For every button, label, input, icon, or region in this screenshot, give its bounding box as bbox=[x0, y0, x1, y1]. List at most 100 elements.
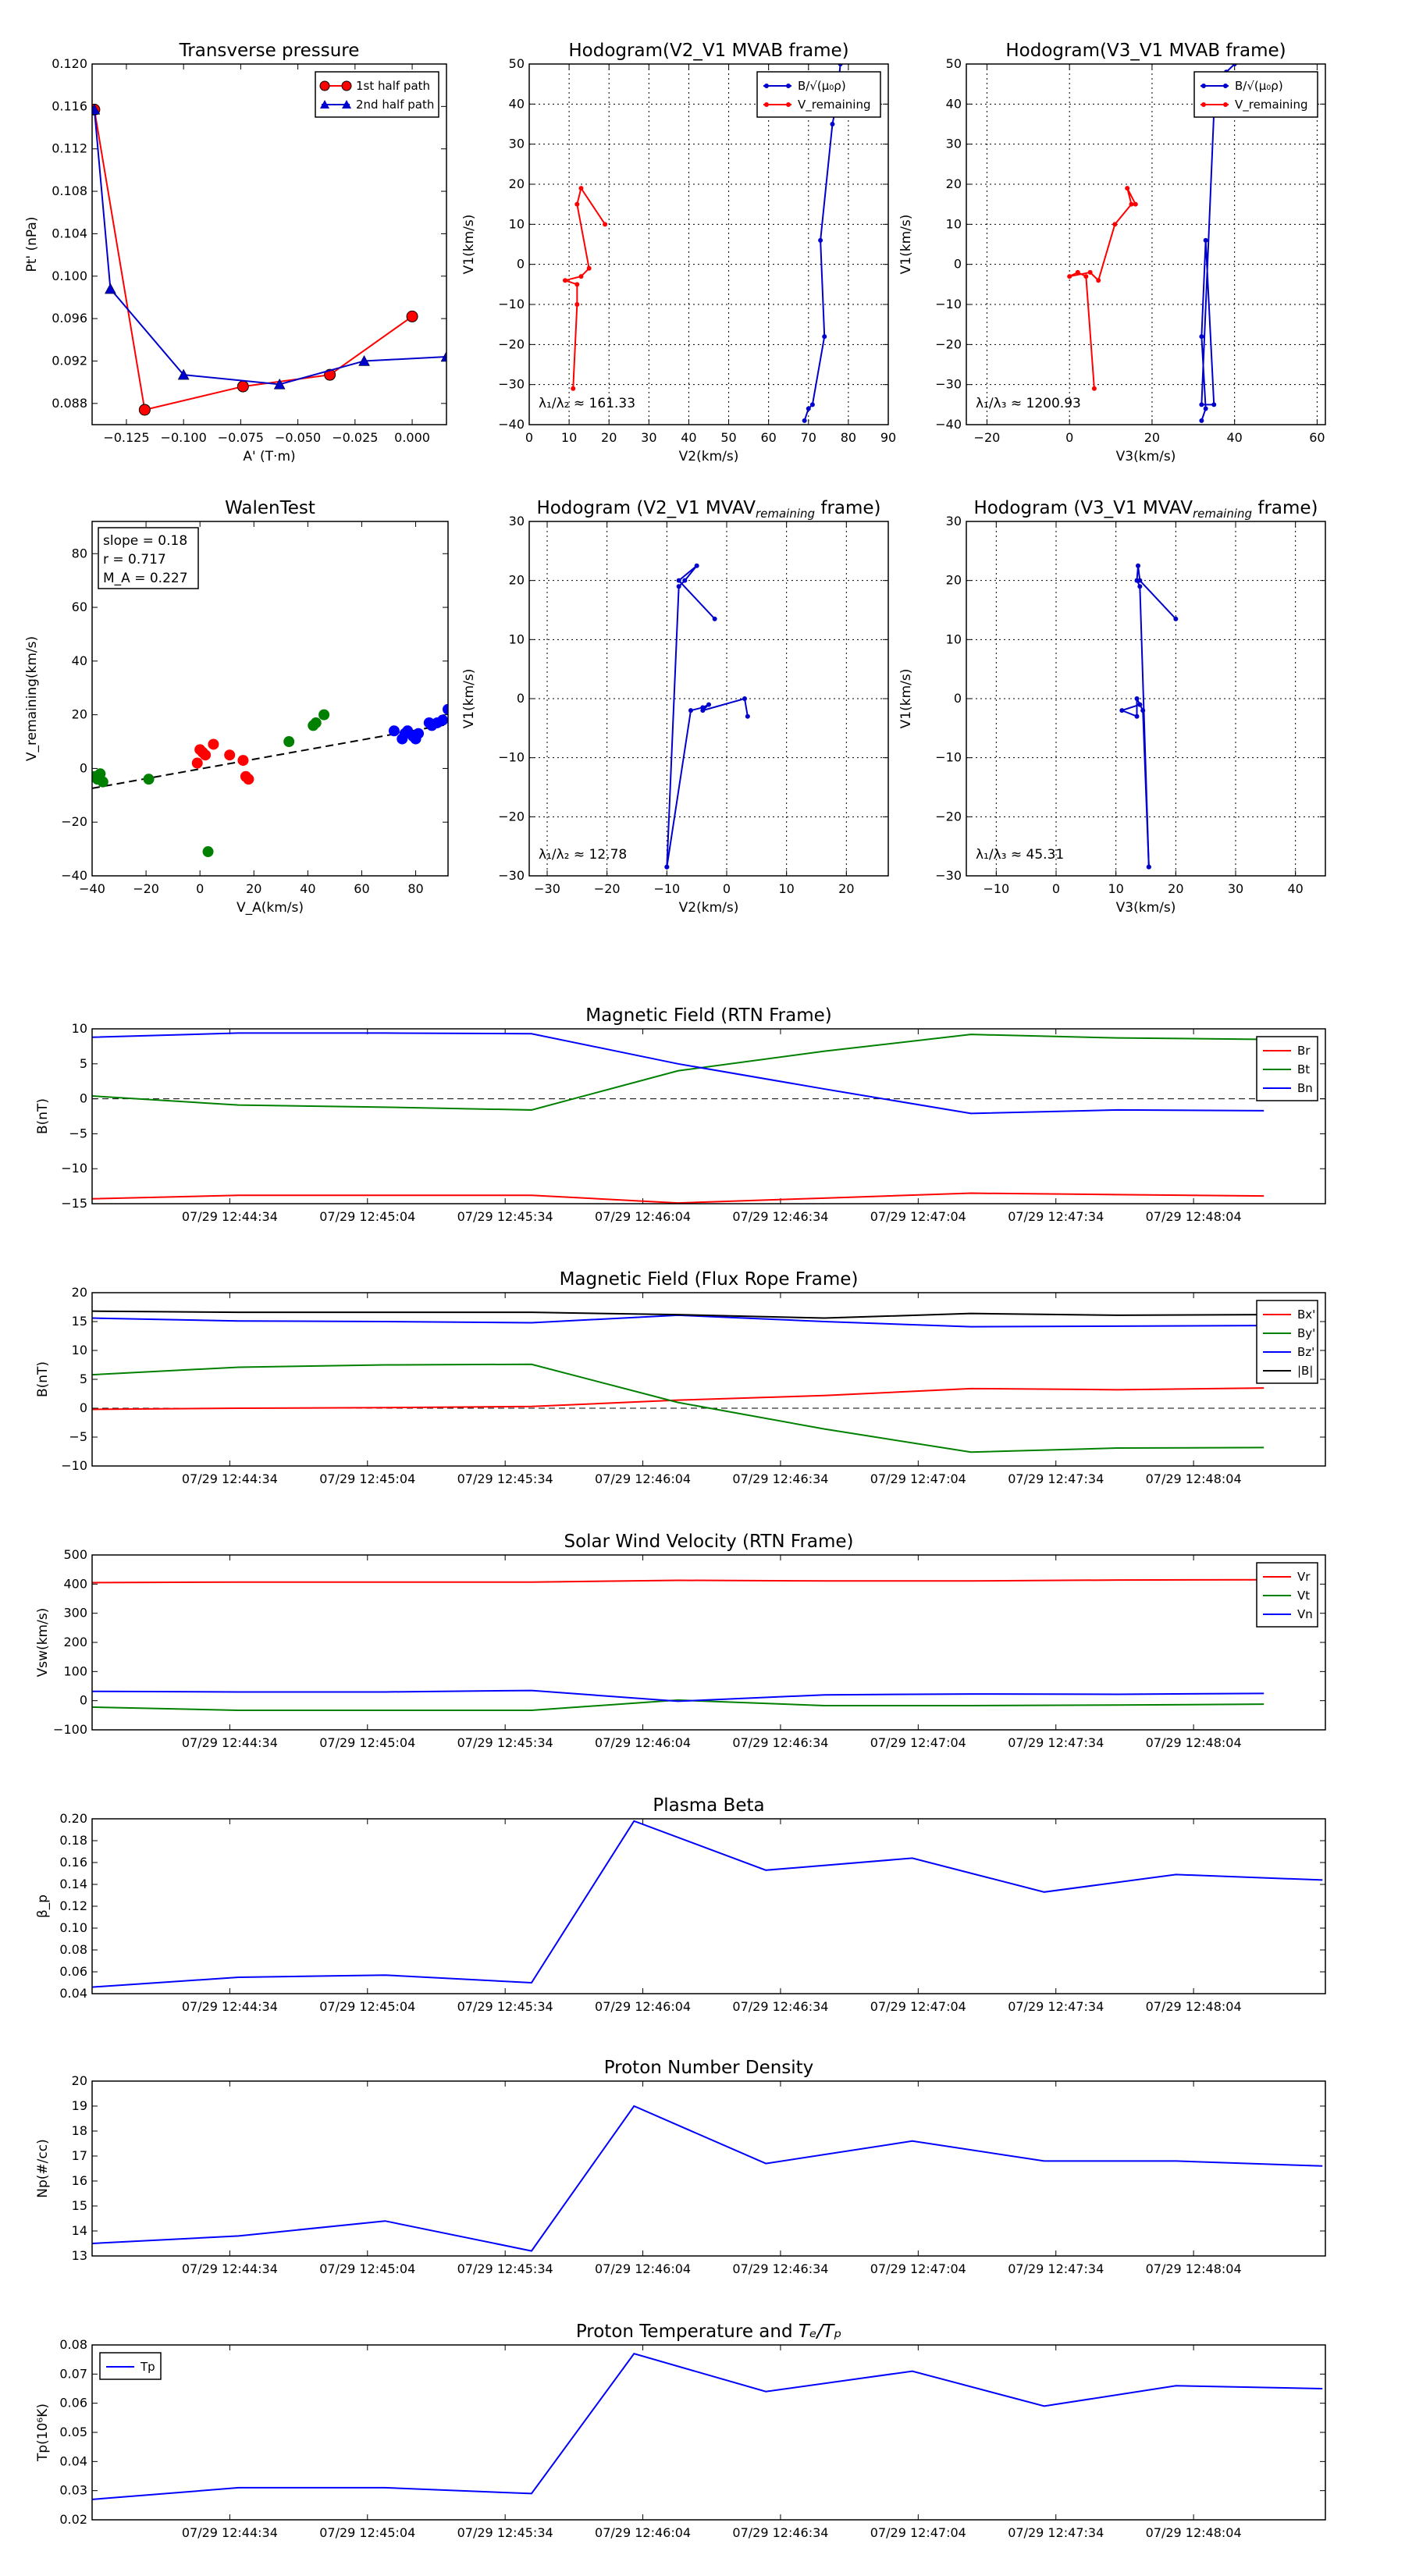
y-axis-label: V_remaining(km/s) bbox=[24, 636, 40, 761]
legend-label: |B| bbox=[1297, 1364, 1313, 1378]
xtick-label: 07/29 12:47:04 bbox=[870, 2261, 966, 2276]
ytick-label: 0.02 bbox=[59, 2512, 87, 2527]
data-point bbox=[586, 265, 592, 271]
xtick-label: 0 bbox=[1052, 881, 1060, 896]
xtick-label: −10 bbox=[653, 881, 680, 896]
series-line-0 bbox=[92, 2105, 1323, 2252]
data-point bbox=[809, 402, 815, 407]
data-point bbox=[200, 749, 212, 761]
series-group bbox=[562, 64, 843, 423]
legend-label: 1st half path bbox=[356, 79, 430, 93]
panel-vsw: 07/29 12:44:34 07/29 12:45:04 07/29 12:45:… bbox=[35, 1532, 1326, 1750]
plot-area bbox=[92, 1819, 1325, 1994]
x-axis-label: V2(km/s) bbox=[679, 449, 739, 464]
xtick-label: 07/29 12:45:04 bbox=[319, 1471, 415, 1486]
series-line-1 bbox=[666, 564, 716, 867]
series-group bbox=[664, 563, 750, 870]
data-point bbox=[1137, 702, 1143, 707]
data-point bbox=[822, 334, 827, 340]
xtick-label: 07/29 12:45:04 bbox=[319, 1735, 415, 1750]
xtick-label: 20 bbox=[1168, 881, 1183, 896]
ytick-label: −30 bbox=[498, 377, 525, 392]
xtick-label: −0.050 bbox=[275, 430, 321, 445]
ytick-label: −40 bbox=[61, 868, 87, 883]
data-point bbox=[1199, 418, 1204, 423]
axes-frame bbox=[966, 63, 1326, 425]
legend-marker bbox=[1201, 102, 1206, 107]
ytick-label: 0.104 bbox=[52, 226, 87, 240]
ytick-label: 0.120 bbox=[52, 56, 87, 71]
data-point bbox=[571, 386, 576, 391]
xtick-label: 07/29 12:47:04 bbox=[870, 1999, 966, 2014]
xtick-label: 07/29 12:44:34 bbox=[182, 1471, 278, 1486]
legend-box bbox=[1193, 71, 1318, 118]
xtick-label: 40 bbox=[681, 430, 696, 445]
data-point bbox=[413, 728, 424, 739]
series-group bbox=[92, 703, 448, 858]
data-point bbox=[1137, 578, 1143, 583]
legend-marker bbox=[764, 102, 769, 107]
chart-title: Hodogram (V3_V1 MVAVremaining frame) bbox=[973, 498, 1318, 521]
ytick-label: −30 bbox=[498, 868, 525, 883]
ytick-label: 0.08 bbox=[59, 1942, 87, 1957]
ytick-label: 30 bbox=[946, 137, 962, 151]
data-point bbox=[208, 738, 219, 750]
y-axis-label: Np(#/cc) bbox=[35, 2139, 51, 2197]
xtick-label: 0 bbox=[723, 881, 731, 896]
legend-marker bbox=[786, 102, 791, 107]
annotation: λ₁/λ₂ ≈ 161.33 bbox=[539, 396, 635, 411]
legend-box bbox=[315, 71, 439, 118]
panel-hodo2: −20 0 20 40 60 −40 −30 −20 −10 0 10 20 30 40 50 Hodogra… bbox=[898, 41, 1326, 464]
data-point bbox=[202, 846, 214, 858]
title-main: Hodogram (V2_V1 MVAV bbox=[536, 498, 756, 518]
xtick-label: 10 bbox=[778, 881, 794, 896]
data-point bbox=[578, 186, 584, 191]
ytick-label: 50 bbox=[509, 56, 525, 71]
ytick-label: 10 bbox=[946, 216, 962, 231]
panel-hodo4: −10 0 10 20 30 40 −30 −20 −10 0 10 20 30 Hodogram (V3… bbox=[898, 498, 1326, 916]
ytick-label: 0.092 bbox=[52, 353, 87, 368]
xtick-label: −20 bbox=[133, 881, 159, 896]
ytick-label: 13 bbox=[72, 2248, 87, 2263]
ytick-label: 10 bbox=[72, 1343, 87, 1357]
series-line-0 bbox=[92, 2353, 1323, 2500]
ytick-label: 15 bbox=[72, 2198, 87, 2213]
ytick-label: 400 bbox=[63, 1576, 87, 1591]
ytick-label: 40 bbox=[72, 653, 87, 668]
data-point bbox=[1075, 269, 1080, 275]
ytick-label: 200 bbox=[63, 1635, 87, 1649]
panel-brtn: 07/29 12:44:34 07/29 12:45:04 07/29 12:45:… bbox=[35, 1005, 1326, 1224]
xtick-label: 07/29 12:45:34 bbox=[457, 1735, 553, 1750]
xtick-label: 10 bbox=[561, 430, 577, 445]
x-axis-label: A' (T·m) bbox=[243, 449, 295, 464]
title-main: Proton Temperature and bbox=[576, 2322, 799, 2342]
ytick-label: 0.116 bbox=[52, 98, 87, 113]
data-point bbox=[358, 354, 370, 366]
xtick-label: 20 bbox=[246, 881, 261, 896]
data-point bbox=[563, 278, 567, 283]
data-point bbox=[1134, 696, 1140, 701]
axes-frame bbox=[91, 1028, 1326, 1204]
data-point bbox=[283, 736, 295, 748]
series-line-0 bbox=[92, 1820, 1323, 1988]
ytick-label: 20 bbox=[509, 176, 525, 191]
ytick-label: 500 bbox=[63, 1547, 87, 1562]
data-point bbox=[676, 578, 681, 583]
ytick-label: 20 bbox=[72, 707, 87, 722]
series-group bbox=[92, 1310, 1264, 1453]
ytick-label: −20 bbox=[498, 336, 525, 351]
xtick-label: 07/29 12:47:34 bbox=[1008, 1999, 1104, 2014]
chart-title: Proton Number Density bbox=[604, 2058, 814, 2078]
legend-label: Bt bbox=[1297, 1062, 1310, 1076]
legend-label: Br bbox=[1297, 1044, 1311, 1058]
series-line-0 bbox=[92, 1387, 1264, 1411]
ytick-label: 5 bbox=[80, 1056, 87, 1071]
annotation: λ₁/λ₃ ≈ 45.31 bbox=[976, 847, 1064, 863]
x-axis-label: V3(km/s) bbox=[1116, 449, 1176, 464]
data-point bbox=[388, 725, 400, 737]
data-point bbox=[818, 237, 823, 243]
panel-walen: −40 −20 0 20 40 60 80 −40 −20 0 20 40 60 80 WalenTest V… bbox=[24, 498, 449, 916]
panel-beta: 07/29 12:44:34 07/29 12:45:04 07/29 12:45:… bbox=[35, 1795, 1326, 2014]
data-point bbox=[1134, 713, 1140, 719]
ytick-label: 10 bbox=[72, 1021, 87, 1036]
